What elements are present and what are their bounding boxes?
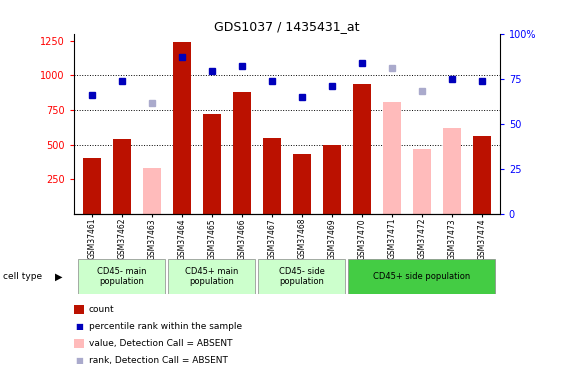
Bar bbox=[258, 260, 345, 294]
Bar bbox=[383, 102, 401, 214]
Bar bbox=[168, 260, 256, 294]
Text: percentile rank within the sample: percentile rank within the sample bbox=[89, 322, 242, 331]
Bar bbox=[413, 148, 431, 214]
Bar bbox=[173, 42, 191, 214]
Bar bbox=[473, 136, 491, 214]
Text: CD45+ side population: CD45+ side population bbox=[373, 272, 470, 281]
Bar bbox=[113, 139, 131, 214]
Bar bbox=[323, 144, 341, 214]
Text: ■: ■ bbox=[75, 356, 83, 364]
Text: value, Detection Call = ABSENT: value, Detection Call = ABSENT bbox=[89, 339, 232, 348]
Text: CD45- main
population: CD45- main population bbox=[97, 267, 147, 286]
Bar bbox=[143, 168, 161, 214]
Text: cell type: cell type bbox=[3, 272, 42, 281]
Text: count: count bbox=[89, 305, 114, 314]
Text: CD45+ main
population: CD45+ main population bbox=[185, 267, 239, 286]
Text: rank, Detection Call = ABSENT: rank, Detection Call = ABSENT bbox=[89, 356, 227, 364]
Bar bbox=[233, 92, 251, 214]
Bar bbox=[348, 260, 495, 294]
Bar bbox=[353, 84, 371, 214]
Text: ■: ■ bbox=[75, 322, 83, 331]
Title: GDS1037 / 1435431_at: GDS1037 / 1435431_at bbox=[214, 20, 360, 33]
Bar bbox=[203, 114, 221, 214]
Text: CD45- side
population: CD45- side population bbox=[279, 267, 325, 286]
Bar bbox=[78, 260, 165, 294]
Text: ▶: ▶ bbox=[55, 272, 62, 282]
Bar bbox=[83, 158, 101, 214]
Bar bbox=[293, 154, 311, 214]
Bar bbox=[443, 128, 461, 214]
Bar bbox=[263, 138, 281, 214]
